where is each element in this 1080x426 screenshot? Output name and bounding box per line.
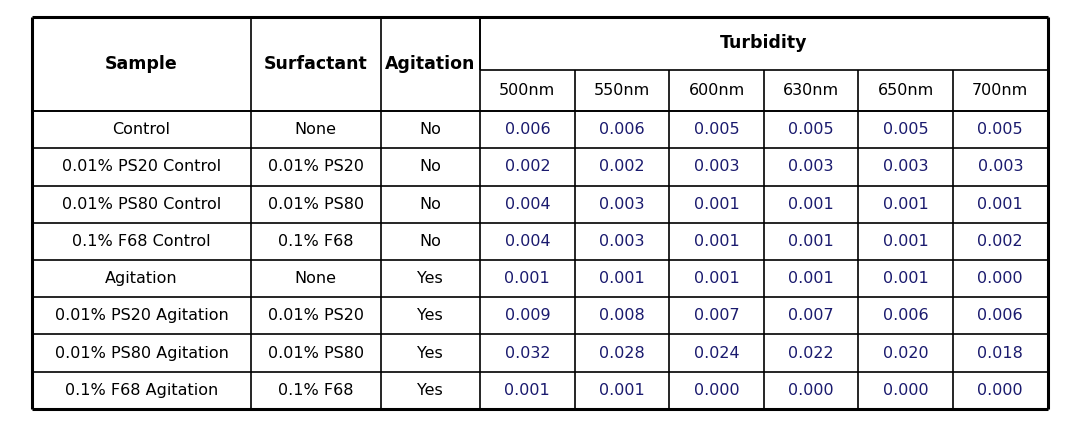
Text: 600nm: 600nm xyxy=(688,83,744,98)
Text: Yes: Yes xyxy=(417,271,443,286)
Text: Agitation: Agitation xyxy=(386,55,475,73)
Text: 0.001: 0.001 xyxy=(504,271,550,286)
Text: 0.001: 0.001 xyxy=(882,197,929,212)
Text: 0.01% PS20: 0.01% PS20 xyxy=(268,308,364,323)
Text: 0.004: 0.004 xyxy=(504,234,550,249)
Text: 0.001: 0.001 xyxy=(788,234,834,249)
Text: 0.006: 0.006 xyxy=(977,308,1023,323)
Text: 0.002: 0.002 xyxy=(504,159,550,175)
Text: 0.009: 0.009 xyxy=(504,308,550,323)
Text: 0.01% PS80: 0.01% PS80 xyxy=(268,197,364,212)
Text: Control: Control xyxy=(112,122,171,137)
Text: 0.005: 0.005 xyxy=(693,122,740,137)
Text: No: No xyxy=(419,197,442,212)
Text: 500nm: 500nm xyxy=(499,83,555,98)
Text: 0.01% PS80 Control: 0.01% PS80 Control xyxy=(62,197,221,212)
Text: 0.006: 0.006 xyxy=(504,122,550,137)
Text: 0.006: 0.006 xyxy=(882,308,929,323)
Text: 0.003: 0.003 xyxy=(693,159,739,175)
Text: 0.005: 0.005 xyxy=(977,122,1023,137)
Text: 0.001: 0.001 xyxy=(504,383,550,398)
Text: 0.020: 0.020 xyxy=(882,345,929,361)
Text: 0.002: 0.002 xyxy=(977,234,1023,249)
Text: Sample: Sample xyxy=(105,55,178,73)
Text: 0.01% PS20 Agitation: 0.01% PS20 Agitation xyxy=(55,308,228,323)
Text: 0.003: 0.003 xyxy=(599,234,645,249)
Text: 0.1% F68 Agitation: 0.1% F68 Agitation xyxy=(65,383,218,398)
Text: 0.001: 0.001 xyxy=(788,197,834,212)
Text: 0.028: 0.028 xyxy=(599,345,645,361)
Text: 0.000: 0.000 xyxy=(693,383,740,398)
Text: 650nm: 650nm xyxy=(878,83,934,98)
Text: None: None xyxy=(295,122,337,137)
Text: 550nm: 550nm xyxy=(594,83,650,98)
Text: 0.001: 0.001 xyxy=(599,383,645,398)
Text: 0.01% PS80 Agitation: 0.01% PS80 Agitation xyxy=(55,345,229,361)
Text: Yes: Yes xyxy=(417,308,443,323)
Text: 0.004: 0.004 xyxy=(504,197,550,212)
Text: 0.006: 0.006 xyxy=(599,122,645,137)
Text: 0.005: 0.005 xyxy=(882,122,929,137)
Text: Yes: Yes xyxy=(417,383,443,398)
Text: 0.001: 0.001 xyxy=(693,271,740,286)
Text: Surfactant: Surfactant xyxy=(264,55,367,73)
Text: 0.001: 0.001 xyxy=(977,197,1023,212)
Text: 0.007: 0.007 xyxy=(788,308,834,323)
Text: 0.008: 0.008 xyxy=(599,308,645,323)
Text: No: No xyxy=(419,234,442,249)
Text: 0.000: 0.000 xyxy=(788,383,834,398)
Text: 0.01% PS20 Control: 0.01% PS20 Control xyxy=(62,159,221,175)
Text: No: No xyxy=(419,159,442,175)
Text: Turbidity: Turbidity xyxy=(720,35,808,52)
Text: 0.003: 0.003 xyxy=(977,159,1023,175)
Text: 0.022: 0.022 xyxy=(788,345,834,361)
Text: 0.005: 0.005 xyxy=(788,122,834,137)
Text: 0.000: 0.000 xyxy=(977,271,1023,286)
Text: 0.001: 0.001 xyxy=(693,197,740,212)
Text: 0.01% PS80: 0.01% PS80 xyxy=(268,345,364,361)
Text: 0.032: 0.032 xyxy=(504,345,550,361)
Text: 0.007: 0.007 xyxy=(693,308,740,323)
Text: 0.001: 0.001 xyxy=(599,271,645,286)
Text: No: No xyxy=(419,122,442,137)
Text: 0.003: 0.003 xyxy=(883,159,929,175)
Text: 0.003: 0.003 xyxy=(599,197,645,212)
Text: Yes: Yes xyxy=(417,345,443,361)
Text: 0.1% F68: 0.1% F68 xyxy=(278,383,353,398)
Text: 0.01% PS20: 0.01% PS20 xyxy=(268,159,364,175)
Text: 0.000: 0.000 xyxy=(977,383,1023,398)
Text: 700nm: 700nm xyxy=(972,83,1028,98)
Text: 0.024: 0.024 xyxy=(693,345,740,361)
Text: Agitation: Agitation xyxy=(105,271,178,286)
Text: 0.001: 0.001 xyxy=(788,271,834,286)
Text: 0.1% F68: 0.1% F68 xyxy=(278,234,353,249)
Text: 0.001: 0.001 xyxy=(882,234,929,249)
Text: 0.018: 0.018 xyxy=(977,345,1023,361)
Text: 0.001: 0.001 xyxy=(693,234,740,249)
Text: 0.000: 0.000 xyxy=(882,383,929,398)
Text: 0.002: 0.002 xyxy=(599,159,645,175)
Text: 630nm: 630nm xyxy=(783,83,839,98)
Text: 0.1% F68 Control: 0.1% F68 Control xyxy=(72,234,211,249)
Text: 0.001: 0.001 xyxy=(882,271,929,286)
Text: 0.003: 0.003 xyxy=(788,159,834,175)
Text: None: None xyxy=(295,271,337,286)
